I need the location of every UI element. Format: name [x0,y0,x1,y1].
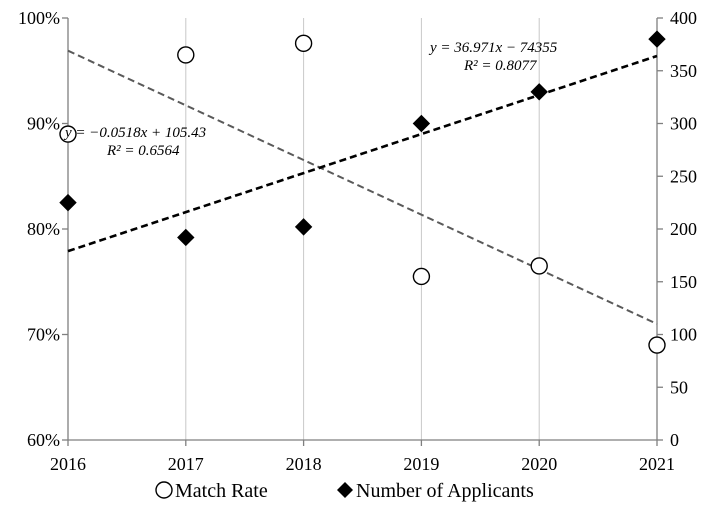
right-tick-label: 400 [670,8,697,28]
x-tick-label: 2019 [403,454,439,474]
legend-match-rate-icon [155,481,173,499]
applicants-point [648,30,666,48]
match-rate-point [294,34,313,53]
left-tick-label: 80% [27,219,60,239]
applicants-r-squared: R² = 0.8077 [463,58,538,74]
applicants-point [412,114,431,133]
right-tick-label: 100 [670,325,697,345]
match-rate-trendline [67,49,658,325]
left-tick-label: 90% [27,114,60,134]
left-tick-label: 70% [27,325,60,345]
x-tick-label: 2016 [50,454,86,474]
left-tick-label: 100% [18,8,60,28]
x-tick-label: 2018 [286,454,322,474]
right-tick-label: 300 [670,114,697,134]
match-rate-r-squared: R² = 0.6564 [106,143,180,159]
x-tick-label: 2017 [168,454,204,474]
match-rate-point [412,267,431,286]
right-tick-label: 350 [670,61,697,81]
legend-match-rate-label: Match Rate [175,480,268,502]
legend-applicants-icon [337,482,353,498]
match-rate-point [59,125,77,143]
applicants-point [530,83,548,101]
right-tick-label: 200 [670,219,697,239]
applicants-point [294,218,313,236]
match-rate-equation: y = −0.0518x + 105.43 [63,125,206,141]
match-rate-point [177,46,195,64]
legend-applicants-label: Number of Applicants [356,480,534,502]
match-rate-point [530,257,548,275]
right-tick-label: 250 [670,166,697,186]
applicants-equation: y = 36.971x − 74355 [428,40,558,56]
x-tick-label: 2020 [521,454,557,474]
x-tick-label: 2021 [639,454,675,474]
right-tick-label: 150 [670,272,697,292]
match-rate-point [648,336,666,354]
applicants-trendline [67,54,658,253]
right-tick-label: 50 [670,377,688,397]
right-tick-label: 0 [670,430,679,450]
applicants-point [177,228,195,247]
applicants-point [59,193,77,212]
left-tick-label: 60% [27,430,60,450]
